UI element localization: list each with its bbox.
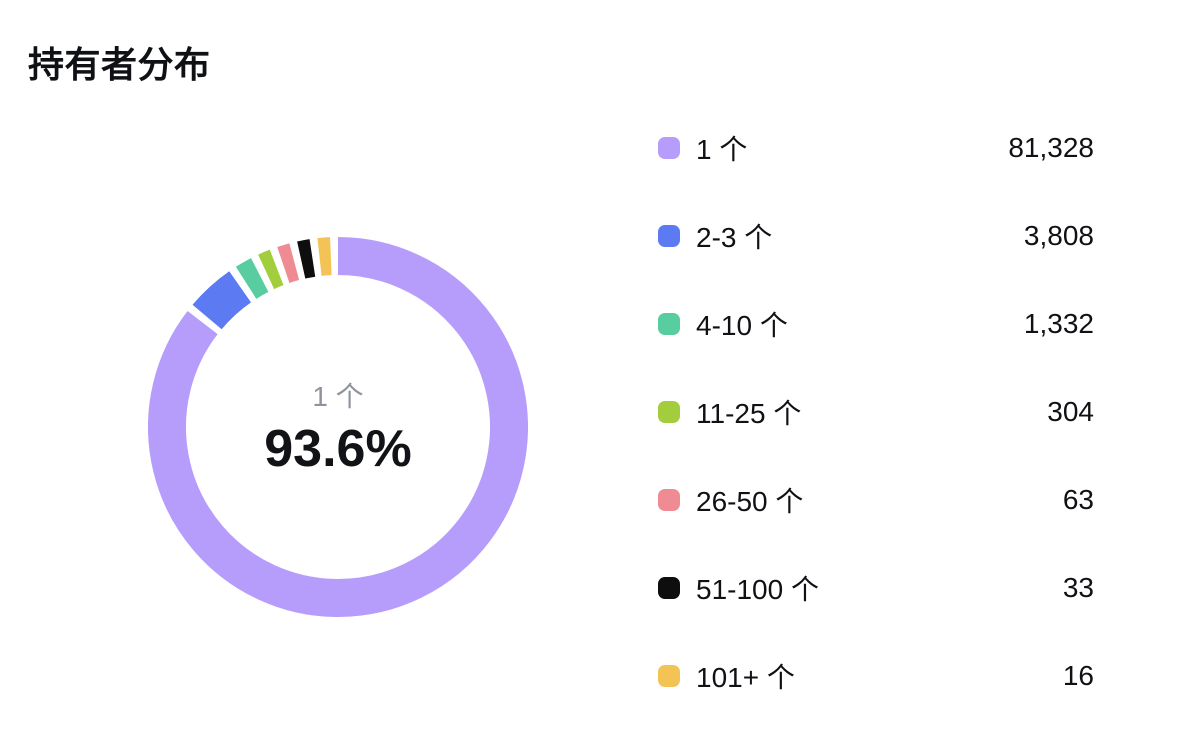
legend-value: 1,332 [1024,308,1094,340]
legend-swatch [658,225,680,247]
legend-item[interactable]: 2-3 个 3,808 [658,216,1094,256]
legend-value: 304 [1047,396,1094,428]
legend-swatch [658,665,680,687]
chart-area: 1 个 93.6% [28,207,648,617]
legend-item-left: 4-10 个 [658,304,788,344]
legend-swatch [658,313,680,335]
legend-label: 26-50 个 [696,480,803,520]
legend-item[interactable]: 11-25 个 304 [658,392,1094,432]
donut-chart: 1 个 93.6% [148,237,528,617]
legend-label: 1 个 [696,128,747,168]
legend-value: 63 [1063,484,1094,516]
legend: 1 个 81,328 2-3 个 3,808 4-10 个 1,332 11-25 个 304… [648,128,1154,696]
legend-value: 3,808 [1024,220,1094,252]
donut-center-label: 1 个 [312,375,363,415]
legend-item-left: 101+ 个 [658,656,795,696]
content-row: 1 个 93.6% 1 个 81,328 2-3 个 3,808 4-10 个 1,332… [28,128,1154,696]
legend-item[interactable]: 4-10 个 1,332 [658,304,1094,344]
donut-center-percent: 93.6% [264,419,411,479]
legend-swatch [658,489,680,511]
legend-label: 4-10 个 [696,304,788,344]
legend-item[interactable]: 101+ 个 16 [658,656,1094,696]
legend-value: 81,328 [1008,132,1094,164]
legend-swatch [658,401,680,423]
legend-swatch [658,577,680,599]
legend-swatch [658,137,680,159]
legend-item-left: 1 个 [658,128,747,168]
page-title: 持有者分布 [28,36,1154,88]
legend-label: 51-100 个 [696,568,819,608]
legend-label: 11-25 个 [696,392,801,432]
legend-item[interactable]: 26-50 个 63 [658,480,1094,520]
legend-item-left: 26-50 个 [658,480,803,520]
legend-value: 16 [1063,660,1094,692]
donut-center: 1 个 93.6% [148,237,528,617]
legend-item-left: 51-100 个 [658,568,819,608]
legend-item-left: 11-25 个 [658,392,801,432]
legend-label: 101+ 个 [696,656,795,696]
legend-label: 2-3 个 [696,216,772,256]
legend-item-left: 2-3 个 [658,216,772,256]
legend-item[interactable]: 1 个 81,328 [658,128,1094,168]
legend-item[interactable]: 51-100 个 33 [658,568,1094,608]
legend-value: 33 [1063,572,1094,604]
